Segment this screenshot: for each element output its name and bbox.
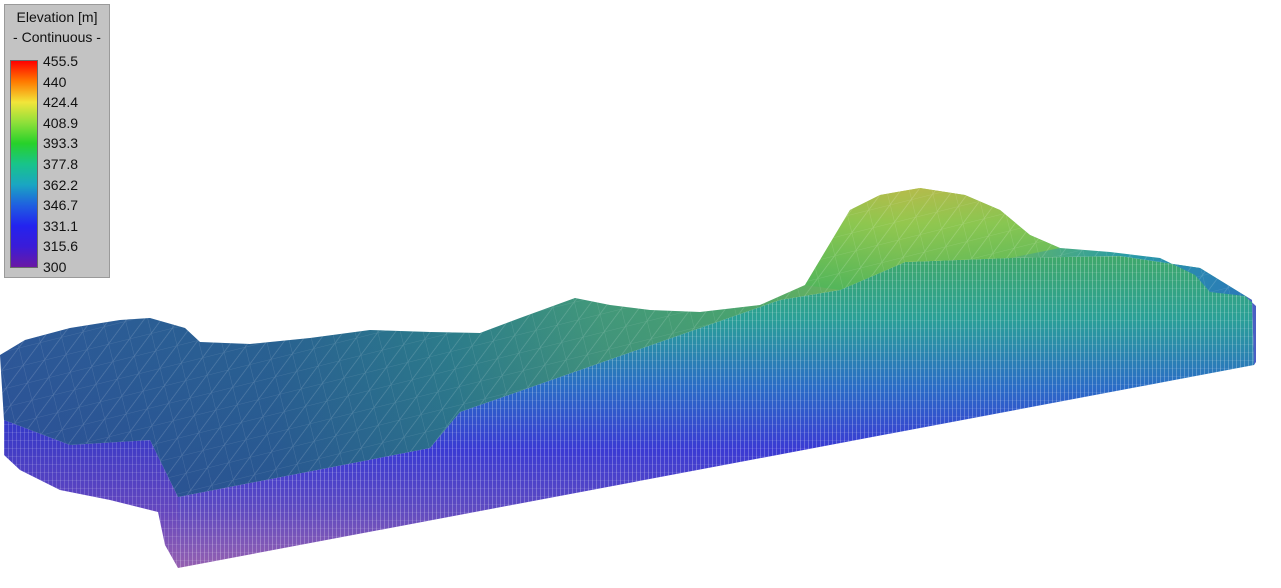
legend-label: 331.1 [43,217,79,234]
terrain-surface [0,188,1252,497]
legend-subtitle: - Continuous - [13,29,101,45]
legend-label: 393.3 [43,135,79,152]
left-wall [4,420,178,568]
color-scale-bar [10,60,38,268]
front-wall [178,256,1254,568]
legend-label: 440 [43,73,67,90]
legend-labels: 455.5 440 424.4 408.9 393.3 377.8 362.2 346.7 33… [43,53,109,279]
right-end-wall [1245,296,1256,365]
legend-label: 377.8 [43,156,79,172]
legend-label: 455.5 [43,53,79,69]
legend-label: 346.7 [43,197,79,214]
legend-label: 300 [43,259,67,275]
hill [805,188,1060,290]
legend-title: Elevation [m] [16,9,98,25]
legend-label: 408.9 [43,114,79,131]
legend-label: 315.6 [43,238,79,255]
legend-label: 424.4 [43,94,79,111]
elevation-legend: Elevation [m] - Continuous - 455.5 440 424… [4,4,110,278]
legend-label: 362.2 [43,176,79,193]
